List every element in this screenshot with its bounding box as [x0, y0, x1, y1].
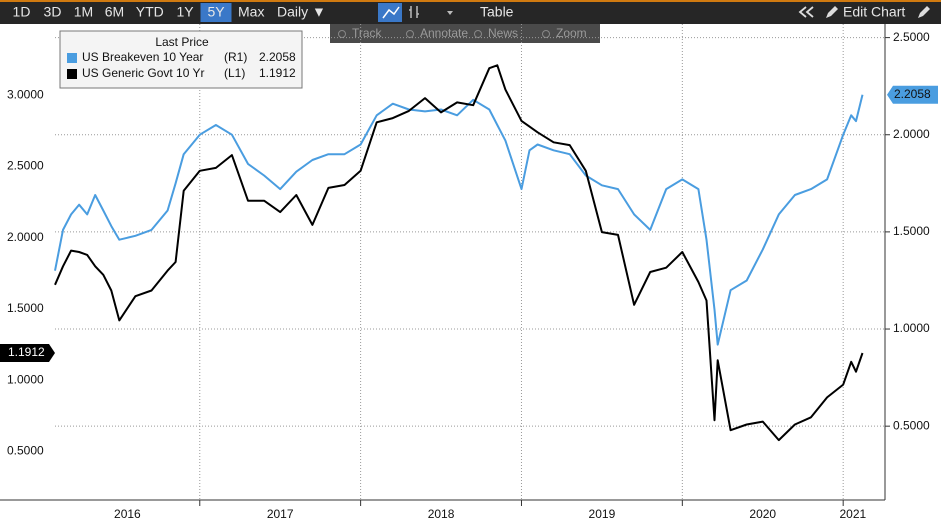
range-button[interactable]: 3D	[44, 4, 62, 20]
last-value-label: 1.1912	[8, 345, 45, 359]
line-icon-bg	[378, 3, 402, 22]
y2-tick-label: 1.5000	[893, 224, 930, 238]
range-button[interactable]: 1D	[13, 4, 31, 20]
range-button[interactable]: Max	[238, 4, 264, 20]
plot: 0.5000 1.0000 1.5000 2.0000 2.5000 3.0000 0.50…	[0, 24, 938, 521]
tool-button[interactable]: News	[488, 26, 518, 40]
last-value-tag	[0, 344, 55, 363]
series-line	[54, 94, 864, 346]
legend-value: 1.1912	[259, 66, 296, 80]
last-value-label: 2.2058	[894, 87, 931, 101]
range-button[interactable]: YTD	[136, 4, 164, 20]
tool-button[interactable]: Annotate	[420, 26, 468, 40]
x-tick-label: 2018	[428, 507, 455, 521]
tool-button[interactable]: Zoom	[556, 26, 587, 40]
legend-label: US Generic Govt 10 Yr	[82, 66, 205, 80]
y2-tick-label: 2.5000	[893, 30, 930, 44]
legend-swatch	[67, 69, 77, 79]
y-tick-label: 1.5000	[7, 301, 44, 315]
x-tick-label: 2019	[589, 507, 616, 521]
legend-swatch	[67, 53, 77, 63]
legend-title: Last Price	[155, 35, 209, 49]
tool-icon	[338, 30, 346, 38]
range-button[interactable]: 1M	[74, 4, 93, 20]
legend-axis: (R1)	[224, 50, 247, 64]
frequency-menu[interactable]: Daily ▼	[277, 4, 326, 20]
edit-icon[interactable]	[826, 6, 838, 18]
legend-label: US Breakeven 10 Year	[82, 50, 203, 64]
x-tick-label: 2016	[114, 507, 141, 521]
y-tick-label: 0.5000	[7, 444, 44, 458]
legend-axis: (L1)	[224, 66, 245, 80]
range-button[interactable]: 1Y	[176, 4, 194, 20]
collapse-icon[interactable]	[798, 6, 814, 18]
tool-button[interactable]: Track	[352, 26, 383, 40]
pencil-icon[interactable]	[918, 6, 930, 18]
more-icon[interactable]	[447, 11, 453, 15]
table-button[interactable]: Table	[480, 4, 514, 20]
y-tick-label: 1.0000	[7, 372, 44, 386]
edit-chart-button[interactable]: Edit Chart	[843, 4, 905, 20]
y2-tick-label: 0.5000	[893, 418, 930, 432]
toolbar-accent	[0, 0, 941, 2]
toolbar-buttons: 1D 3D 1M 6M YTD 1Y 5Y Max Daily ▼ Table Edit Chart	[13, 3, 930, 22]
x-tick-label: 2017	[267, 507, 294, 521]
x-tick-label: 2021	[839, 507, 866, 521]
toolbar	[0, 0, 941, 24]
x-tick-label: 2020	[749, 507, 776, 521]
tool-strip	[330, 24, 600, 43]
series-line	[54, 64, 864, 442]
range-button[interactable]: 6M	[105, 4, 124, 20]
bar-icon[interactable]	[409, 6, 419, 18]
y-tick-label: 2.5000	[7, 159, 44, 173]
legend-value: 2.2058	[259, 50, 296, 64]
legend-box	[59, 30, 303, 89]
tool-icon	[542, 30, 550, 38]
line-icon[interactable]	[382, 6, 400, 19]
y-tick-label: 3.0000	[7, 87, 44, 101]
y2-tick-label: 1.0000	[893, 321, 930, 335]
range-button[interactable]: 5Y	[207, 4, 225, 20]
active-range-bg	[200, 3, 232, 22]
y-tick-label: 2.0000	[7, 230, 44, 244]
y2-tick-label: 2.0000	[893, 127, 930, 141]
last-value-tag	[887, 85, 938, 104]
